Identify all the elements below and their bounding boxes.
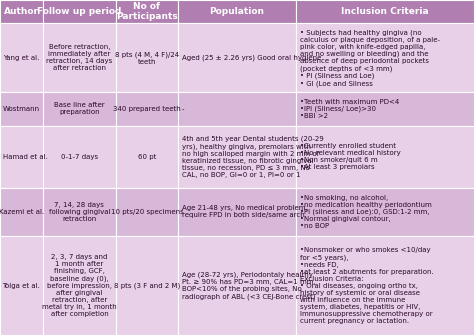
Text: 60 pt: 60 pt [138, 154, 156, 159]
Bar [0, 126, 43, 188]
Bar [178, 92, 296, 126]
Bar [296, 23, 474, 92]
Bar [43, 0, 116, 23]
Bar [296, 126, 474, 188]
Text: •No smoking, no alcohol,
•no medication healthy periodontium
•PI (silness and Lo: •No smoking, no alcohol, •no medication … [300, 195, 432, 229]
Bar [178, 23, 296, 92]
Bar [0, 236, 43, 335]
Bar [296, 188, 474, 236]
Text: Population: Population [210, 7, 264, 16]
Text: 4th and 5th year Dental students (20-29
yrs), healthy gingiva, premolars with
no: 4th and 5th year Dental students (20-29 … [182, 136, 323, 178]
Text: Age (28-72 yrs), Periodontaly healthy
Pt. ≥ 90% has PD=3 mm, CAL=1 mm,
BOP<10% o: Age (28-72 yrs), Periodontaly healthy Pt… [182, 272, 316, 299]
Bar [178, 126, 296, 188]
Bar [178, 0, 296, 23]
Text: Wostmann: Wostmann [3, 106, 40, 112]
Text: Follow up period: Follow up period [37, 7, 122, 16]
Text: 2, 3, 7 days and
1 month after
finishing, GCF,
baseline day (0),
before impressi: 2, 3, 7 days and 1 month after finishing… [42, 254, 117, 317]
Bar [116, 92, 178, 126]
Bar [116, 188, 178, 236]
Bar [43, 188, 116, 236]
Bar [116, 0, 178, 23]
Bar [43, 236, 116, 335]
Bar [296, 0, 474, 23]
Bar [43, 92, 116, 126]
Text: 7, 14, 28 days
following gingival
retraction: 7, 14, 28 days following gingival retrac… [49, 202, 110, 222]
Bar [178, 236, 296, 335]
Bar [296, 236, 474, 335]
Text: • Subjects had healthy gingiva (no
calculus or plaque deposition, of a pale-
pin: • Subjects had healthy gingiva (no calcu… [300, 29, 440, 86]
Text: 8 pts (3 F and 2 M): 8 pts (3 F and 2 M) [114, 282, 180, 289]
Text: Age 21-48 yrs, No medical problem,
require FPD in both side/same arch: Age 21-48 yrs, No medical problem, requi… [182, 205, 308, 218]
Bar [43, 126, 116, 188]
Text: -: - [182, 106, 184, 112]
Bar [178, 188, 296, 236]
Text: No of
Participants: No of Participants [116, 2, 178, 21]
Text: Yang et al.: Yang et al. [3, 55, 39, 61]
Bar [116, 126, 178, 188]
Text: 8 pts (4 M, 4 F)/24
teeth: 8 pts (4 M, 4 F)/24 teeth [115, 51, 179, 65]
Bar [0, 0, 43, 23]
Text: Author: Author [4, 7, 39, 16]
Text: Aged (25 ± 2.26 yrs) Good oral hygiene: Aged (25 ± 2.26 yrs) Good oral hygiene [182, 55, 321, 61]
Text: 10 pts/20 specimens: 10 pts/20 specimens [110, 209, 183, 215]
Text: Kazemi et al.: Kazemi et al. [0, 209, 44, 215]
Text: Tolga et al.: Tolga et al. [2, 283, 40, 288]
Bar [0, 92, 43, 126]
Text: Before retraction,
immediately after
retraction, 14 days
after retraction: Before retraction, immediately after ret… [46, 44, 112, 71]
Bar [116, 23, 178, 92]
Text: Al Hamad et al.: Al Hamad et al. [0, 154, 48, 159]
Text: Inclusion Criteria: Inclusion Criteria [341, 7, 429, 16]
Text: •Currently enrolled student
•No relevant medical history
•Non smoker/quit 6 m
•A: •Currently enrolled student •No relevant… [300, 143, 401, 170]
Text: Base line after
preparation: Base line after preparation [54, 103, 105, 115]
Text: 340 prepared teeth: 340 prepared teeth [113, 106, 181, 112]
Bar [43, 23, 116, 92]
Bar [0, 188, 43, 236]
Text: 0-1-7 days: 0-1-7 days [61, 154, 98, 159]
Text: •Teeth with maximum PD<4
•IPI (Silness/ Loe)>30
•BBI >2: •Teeth with maximum PD<4 •IPI (Silness/ … [300, 98, 400, 119]
Bar [0, 23, 43, 92]
Bar [296, 92, 474, 126]
Text: •Nonsmoker or who smokes <10/day
for <5 years),
•needs FD,
•at least 2 abutments: •Nonsmoker or who smokes <10/day for <5 … [300, 247, 434, 324]
Bar [116, 236, 178, 335]
